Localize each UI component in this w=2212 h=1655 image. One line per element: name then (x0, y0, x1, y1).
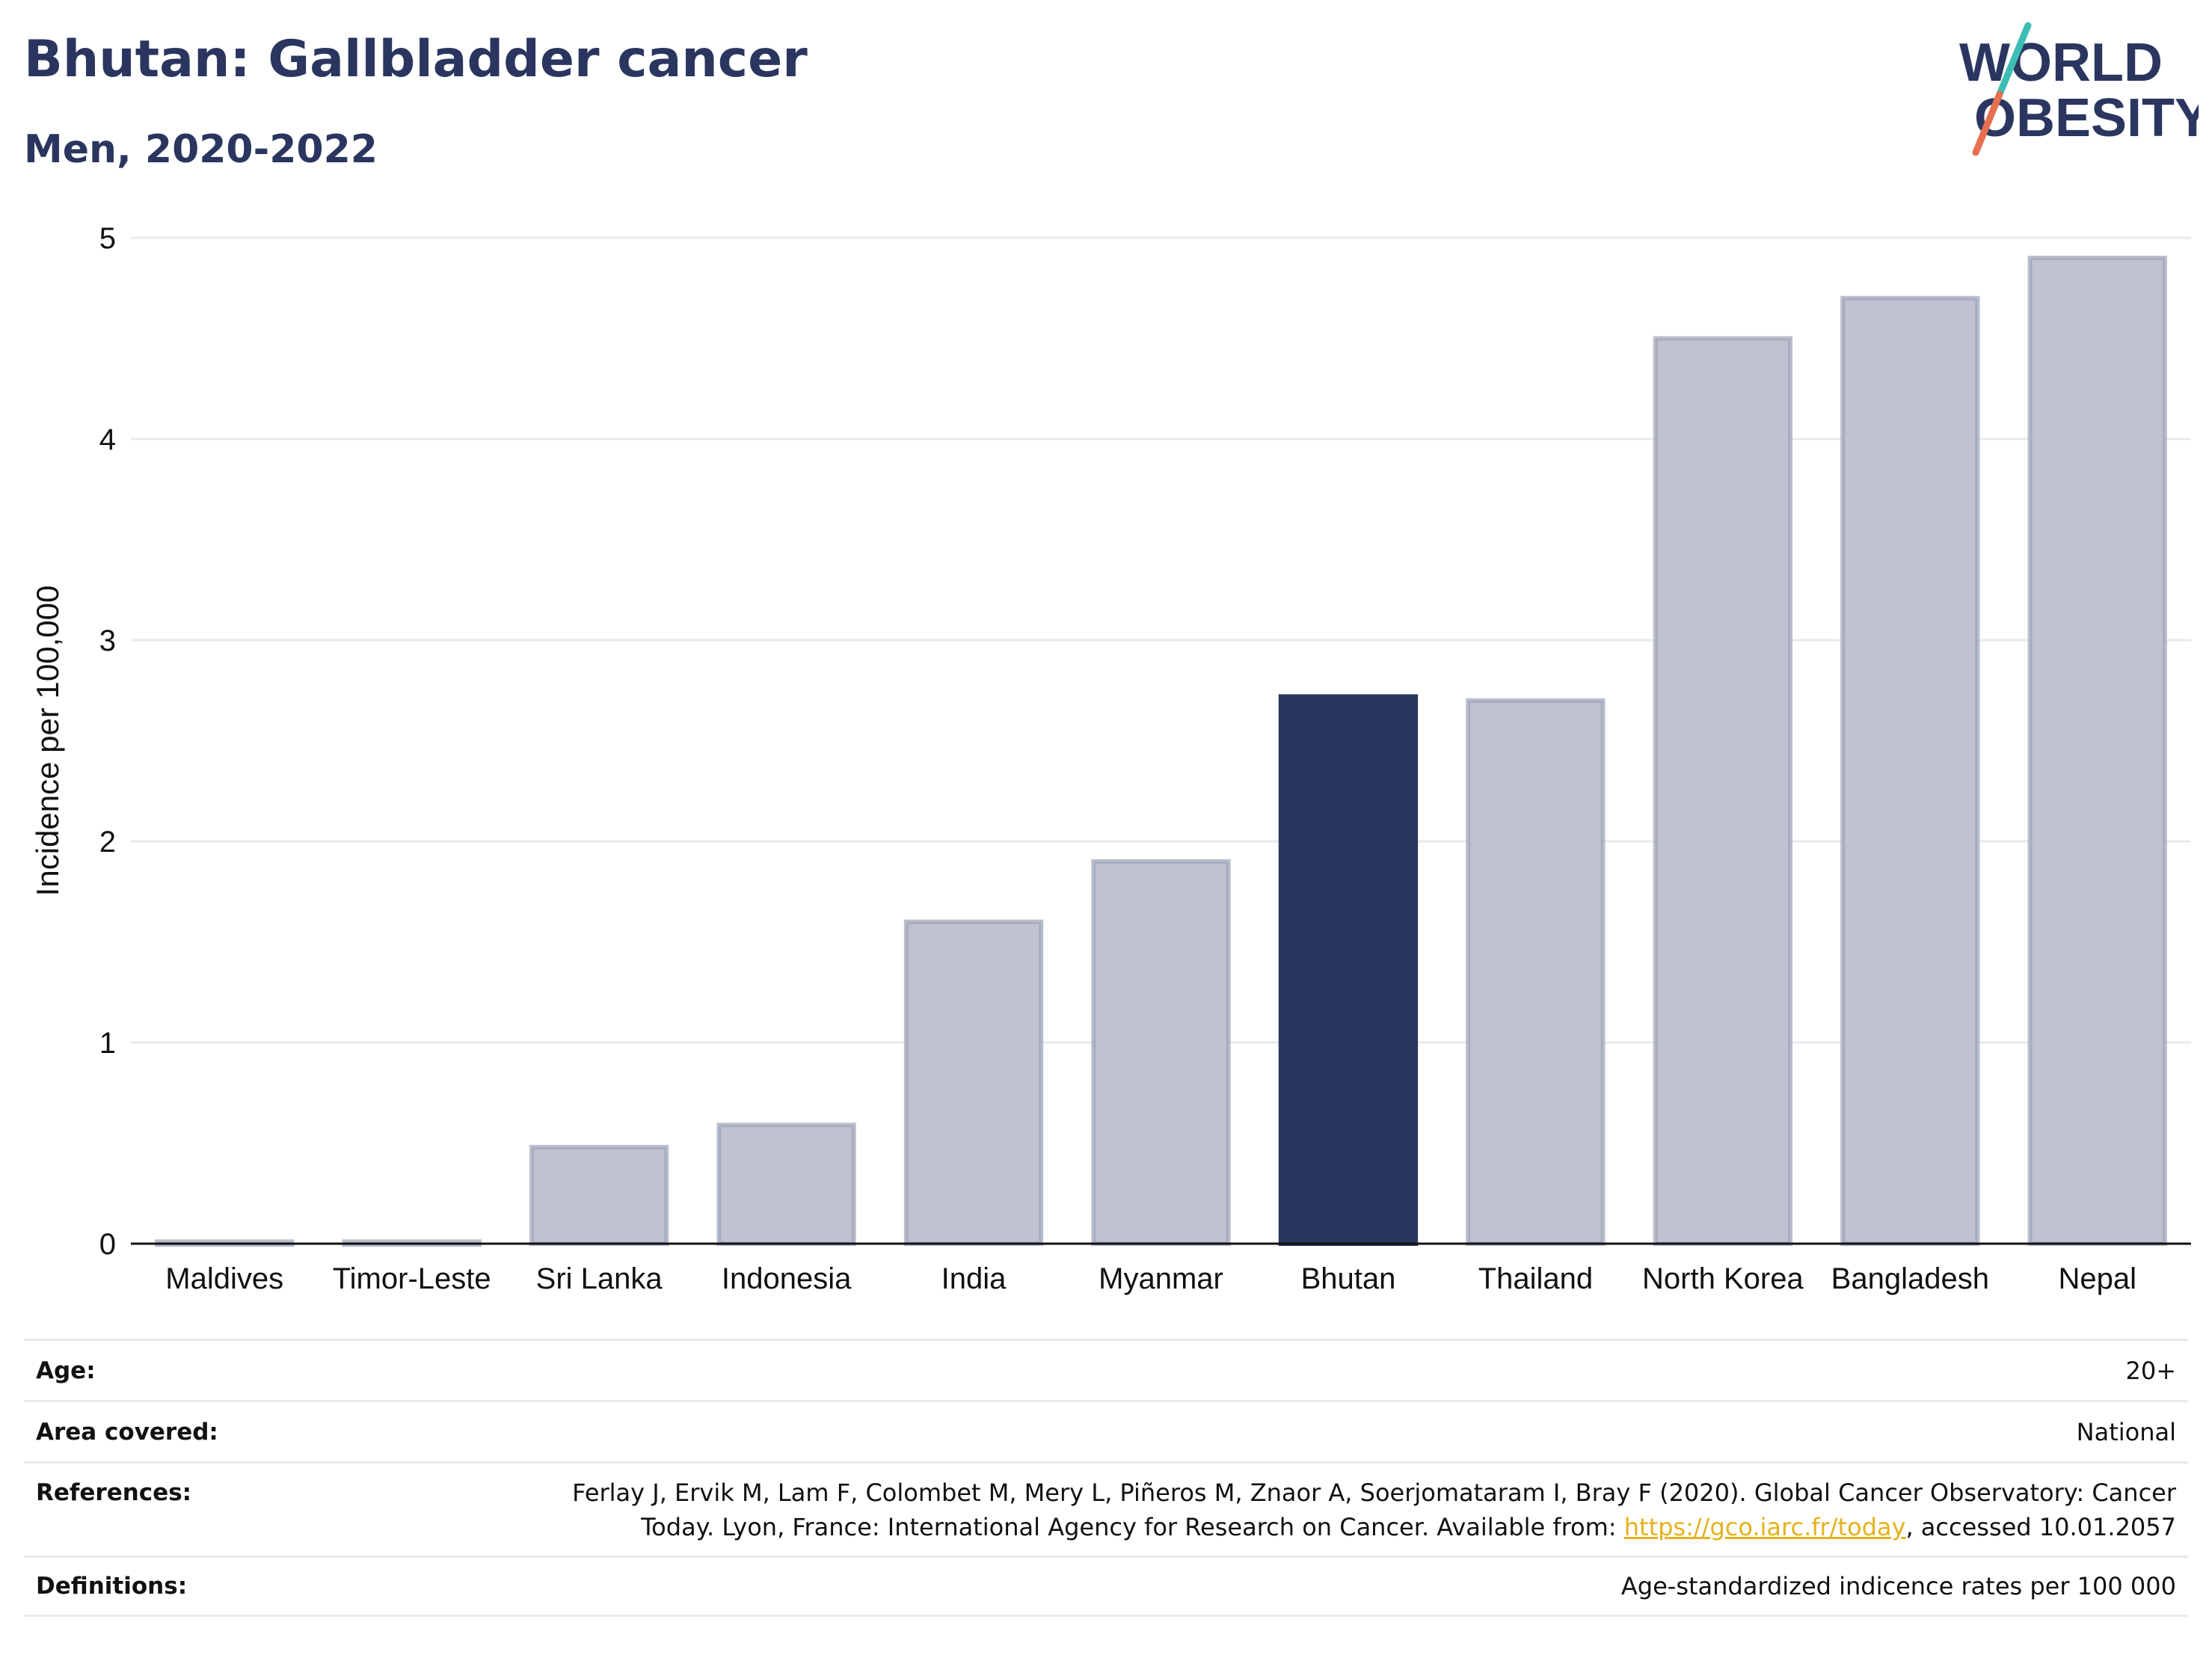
meta-row-area: Area covered: National (24, 1400, 2188, 1461)
bar-nepal (2027, 255, 2167, 1246)
references-line2-post: , accessed 10.01.2057 (1905, 1513, 2176, 1541)
references-line1: Ferlay J, Ervik M, Lam F, Colombet M, Me… (572, 1479, 2176, 1507)
y-tick-label: 5 (99, 222, 116, 255)
logo-line2: OBESITY (1974, 88, 2199, 148)
meta-value-area: National (2076, 1417, 2176, 1446)
x-tick-label: Nepal (2059, 1262, 2137, 1295)
logo-slash-top (1996, 22, 2032, 98)
metadata-table: Age: 20+ Area covered: National Referenc… (24, 1339, 2188, 1617)
page-subtitle: Men, 2020-2022 (24, 127, 378, 172)
x-tick-label: Maldives (165, 1262, 283, 1295)
x-tick-label: North Korea (1642, 1262, 1804, 1295)
meta-key-age: Age: (36, 1357, 96, 1384)
x-tick-label: India (941, 1262, 1007, 1295)
y-tick-label: 0 (99, 1228, 116, 1261)
meta-key-references: References: (36, 1479, 192, 1506)
x-tick-labels: Maldives Timor-Leste Sri Lanka Indonesia Ind… (165, 1262, 2136, 1295)
meta-row-definitions: Definitions: Age-standardized indicence … (24, 1556, 2188, 1617)
x-tick-label: Bhutan (1301, 1262, 1396, 1295)
y-tick-label: 2 (99, 826, 116, 859)
x-tick-label: Sri Lanka (536, 1262, 663, 1295)
y-axis-label: Incidence per 100,000 (30, 586, 65, 897)
y-tick-label: 3 (99, 624, 116, 657)
page-title: Bhutan: Gallbladder cancer (24, 30, 808, 89)
x-tick-label: Thailand (1478, 1262, 1593, 1295)
y-tick-label: 1 (99, 1027, 116, 1060)
bar-indonesia (716, 1123, 856, 1247)
bar-chart: 0 1 2 3 4 5 Maldives Timor-Leste Sri Lanka Indon… (30, 222, 2191, 1295)
references-link[interactable]: https://gco.iarc.fr/today (1623, 1513, 1906, 1541)
meta-value-definitions: Age-standardized indicence rates per 100… (1620, 1572, 2176, 1600)
meta-value-age: 20+ (2125, 1356, 2176, 1385)
meta-row-age: Age: 20+ (24, 1339, 2188, 1400)
meta-value-references: Ferlay J, Ervik M, Lam F, Colombet M, Me… (572, 1476, 2176, 1544)
bar-bangladesh (1840, 295, 1980, 1247)
logo-slash-bottom (1972, 90, 2003, 156)
logo-line1: WORLD (1959, 33, 2163, 93)
references-line2-pre: Today. Lyon, France: International Agenc… (641, 1513, 1624, 1541)
x-tick-label: Indonesia (722, 1262, 852, 1295)
bars (155, 255, 2167, 1247)
meta-key-area: Area covered: (36, 1418, 218, 1446)
y-tick-label: 4 (99, 423, 116, 456)
x-tick-label: Bangladesh (1831, 1262, 1989, 1295)
bar-sri-lanka (529, 1144, 669, 1246)
y-tick-labels: 0 1 2 3 4 5 (99, 222, 116, 1261)
world-obesity-logo: WORLD OBESITY (1959, 22, 2199, 156)
bar-north-korea (1653, 336, 1793, 1246)
bar-india (903, 919, 1044, 1246)
x-tick-label: Timor-Leste (333, 1262, 491, 1295)
meta-row-references: References: Ferlay J, Ervik M, Lam F, Co… (24, 1461, 2188, 1556)
bar-thailand (1466, 698, 1606, 1246)
x-tick-label: Myanmar (1099, 1262, 1223, 1295)
meta-key-definitions: Definitions: (36, 1573, 188, 1600)
bar-myanmar (1091, 859, 1231, 1247)
bar-bhutan (1278, 694, 1419, 1246)
